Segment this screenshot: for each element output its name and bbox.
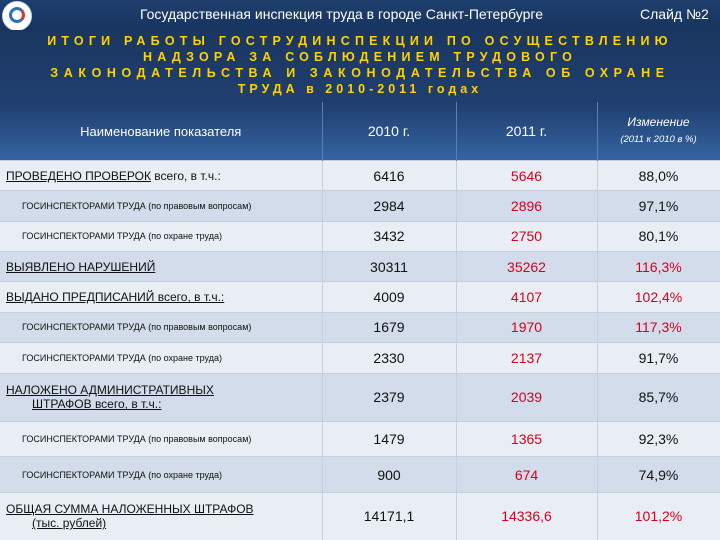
table-row: ГОСИНСПЕКТОРАМИ ТРУДА (по охране труда) … (0, 342, 720, 374)
value-2011: 674 (456, 456, 598, 493)
value-2011: 1365 (456, 420, 598, 457)
value-change: 102,4% (597, 281, 720, 313)
header-year-2011: 2011 г. (456, 102, 598, 161)
table-row: НАЛОЖЕНО АДМИНИСТРАТИВНЫХ ШТРАФОВ всего, … (0, 372, 720, 422)
value-2011: 14336,6 (456, 491, 598, 540)
top-bar: Государственная инспекция труда в городе… (0, 0, 720, 31)
table-row: ГОСИНСПЕКТОРАМИ ТРУДА (по правовым вопро… (0, 420, 720, 457)
labor-inspection-logo-icon (2, 1, 32, 31)
row-label-main: НАЛОЖЕНО АДМИНИСТРАТИВНЫХ (6, 383, 214, 398)
table-row: ВЫЯВЛЕНО НАРУШЕНИЙ 30311 35262 116,3% (0, 251, 720, 282)
header-year-2010: 2010 г. (322, 102, 457, 161)
header-change: Изменение (2011 к 2010 в %) (597, 102, 720, 161)
row-label-main: ПРОВЕДЕНО ПРОВЕРОК (6, 168, 151, 183)
value-change: 74,9% (597, 456, 720, 493)
row-label-main: ВЫЯВЛЕНО НАРУШЕНИЙ (6, 259, 156, 274)
value-change: 91,7% (597, 342, 720, 374)
slide-number: Слайд №2 (640, 6, 709, 22)
header-change-label: Изменение (627, 115, 690, 129)
value-2011: 2896 (456, 190, 598, 222)
row-label: ГОСИНСПЕКТОРАМИ ТРУДА (по охране труда) (0, 220, 323, 252)
row-label: ВЫДАНО ПРЕДПИСАНИЙ всего, в т.ч.: (0, 281, 323, 313)
value-2010: 6416 (322, 159, 457, 191)
row-label: ГОСИНСПЕКТОРАМИ ТРУДА (по правовым вопро… (0, 420, 323, 457)
value-change: 92,3% (597, 420, 720, 457)
value-2010: 2379 (322, 372, 457, 422)
value-2010: 2984 (322, 190, 457, 222)
table-row: ГОСИНСПЕКТОРАМИ ТРУДА (по правовым вопро… (0, 311, 720, 343)
organization-name: Государственная инспекция труда в городе… (140, 6, 543, 22)
value-change: 101,2% (597, 491, 720, 540)
row-label: НАЛОЖЕНО АДМИНИСТРАТИВНЫХ ШТРАФОВ всего, … (0, 372, 323, 422)
row-label-tail: всего, в т.ч.: (150, 168, 221, 183)
row-label: ГОСИНСПЕКТОРАМИ ТРУДА (по правовым вопро… (0, 190, 323, 222)
header-change-subtitle: (2011 к 2010 в %) (620, 134, 697, 145)
table-row: ГОСИНСПЕКТОРАМИ ТРУДА (по охране труда) … (0, 456, 720, 493)
row-label: ОБЩАЯ СУММА НАЛОЖЕННЫХ ШТРАФОВ (тыс. рубл… (0, 491, 323, 540)
row-label-main-2: ШТРАФОВ (32, 397, 92, 412)
slide-title: ИТОГИ РАБОТЫ ГОСТРУДИНСПЕКЦИИ ПО ОСУЩЕСТ… (0, 30, 720, 102)
value-2010: 2330 (322, 342, 457, 374)
value-2010: 14171,1 (322, 491, 457, 540)
row-label: ГОСИНСПЕКТОРАМИ ТРУДА (по охране труда) (0, 342, 323, 374)
table-header-row: Наименование показателя 2010 г. 2011 г. … (0, 102, 720, 161)
value-2011: 5646 (456, 159, 598, 191)
value-change: 88,0% (597, 159, 720, 191)
value-2011: 2750 (456, 220, 598, 252)
header-indicator-name: Наименование показателя (0, 102, 323, 161)
row-label-main-2: (тыс. рублей) (32, 516, 107, 531)
value-2011: 2039 (456, 372, 598, 422)
row-label: ГОСИНСПЕКТОРАМИ ТРУДА (по охране труда) (0, 456, 323, 493)
table-row: ПРОВЕДЕНО ПРОВЕРОК всего, в т.ч.: 6416 5… (0, 159, 720, 191)
value-2010: 4009 (322, 281, 457, 313)
row-label: ВЫЯВЛЕНО НАРУШЕНИЙ (0, 251, 323, 282)
row-label: ПРОВЕДЕНО ПРОВЕРОК всего, в т.ч.: (0, 159, 323, 191)
value-2010: 1479 (322, 420, 457, 457)
table-row: ГОСИНСПЕКТОРАМИ ТРУДА (по правовым вопро… (0, 190, 720, 222)
table-row: ВЫДАНО ПРЕДПИСАНИЙ всего, в т.ч.: 4009 4… (0, 281, 720, 313)
value-change: 80,1% (597, 220, 720, 252)
value-2010: 3432 (322, 220, 457, 252)
value-2011: 4107 (456, 281, 598, 313)
value-change: 116,3% (597, 251, 720, 282)
value-2011: 35262 (456, 251, 598, 282)
row-label: ГОСИНСПЕКТОРАМИ ТРУДА (по правовым вопро… (0, 311, 323, 343)
row-label-main: ОБЩАЯ СУММА НАЛОЖЕННЫХ ШТРАФОВ (6, 502, 254, 517)
value-change: 97,1% (597, 190, 720, 222)
title-line-1: ИТОГИ РАБОТЫ ГОСТРУДИНСПЕКЦИИ ПО ОСУЩЕСТ… (47, 34, 673, 48)
results-table: Наименование показателя 2010 г. 2011 г. … (0, 102, 720, 540)
row-label-tail: всего, в т.ч.: (91, 397, 162, 412)
value-2010: 1679 (322, 311, 457, 343)
value-2010: 900 (322, 456, 457, 493)
title-line-2: НАДЗОРА ЗА СОБЛЮДЕНИЕМ ТРУДОВОГО (142, 50, 578, 64)
value-change: 85,7% (597, 372, 720, 422)
value-change: 117,3% (597, 311, 720, 343)
value-2011: 2137 (456, 342, 598, 374)
value-2010: 30311 (322, 251, 457, 282)
title-line-4: ТРУДА в 2010-2011 годах (237, 82, 483, 96)
table-row: ОБЩАЯ СУММА НАЛОЖЕННЫХ ШТРАФОВ (тыс. рубл… (0, 491, 720, 540)
title-line-3: ЗАКОНОДАТЕЛЬСТВА И ЗАКОНОДАТЕЛЬСТВА ОБ О… (50, 66, 670, 80)
table-row: ГОСИНСПЕКТОРАМИ ТРУДА (по охране труда) … (0, 220, 720, 252)
value-2011: 1970 (456, 311, 598, 343)
row-label-main: ВЫДАНО ПРЕДПИСАНИЙ всего, в т.ч.: (6, 290, 225, 305)
